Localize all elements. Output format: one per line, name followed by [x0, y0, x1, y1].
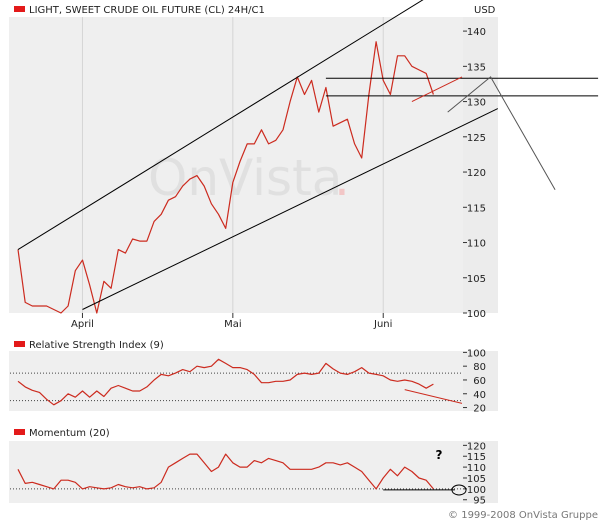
price-ytick-label: 140	[467, 27, 486, 38]
momentum-ytick-label: 115	[467, 452, 486, 463]
rsi-ytick-label: 80	[473, 362, 486, 373]
price-ytick-label: 125	[467, 133, 486, 144]
momentum-ytick-label: 105	[467, 474, 486, 485]
price-series-line	[17, 41, 434, 314]
upper-channel-line	[17, 0, 424, 251]
main-axis-strip	[463, 17, 498, 313]
month-tick-label: April	[71, 319, 94, 330]
momentum-ytick-label: 110	[467, 463, 486, 474]
momentum-series-line	[17, 453, 434, 490]
rsi-ytick-label: 40	[473, 390, 486, 401]
momentum-title: Momentum (20)	[29, 428, 110, 439]
projection-line	[447, 76, 556, 190]
price-ytick-label: 110	[467, 239, 486, 250]
rsi-trend-line	[404, 389, 463, 404]
main-panel	[9, 17, 463, 313]
momentum-ytick-label: 120	[467, 441, 486, 452]
lower-channel-line	[82, 108, 499, 310]
rsi-series-line	[17, 358, 434, 406]
rsi-ytick-label: 60	[473, 376, 486, 387]
momentum-circle-marker	[451, 484, 467, 496]
watermark-dot: .	[334, 149, 350, 207]
rsi-ytick-label: 100	[467, 348, 486, 359]
price-ytick-label: 115	[467, 203, 486, 214]
price-trend-line	[411, 76, 463, 103]
price-ytick-label: 120	[467, 168, 486, 179]
price-ytick-label: 135	[467, 62, 486, 73]
rsi-title: Relative Strength Index (9)	[29, 340, 164, 351]
rsi-ytick-label: 20	[473, 404, 486, 415]
price-unit: USD	[474, 5, 496, 16]
legend-swatch-price	[14, 6, 25, 12]
price-ytick-label: 130	[467, 98, 486, 109]
momentum-axis-strip	[463, 441, 498, 503]
month-tick-label: Juni	[373, 319, 392, 330]
momentum-question-mark: ?	[436, 448, 443, 462]
month-tick-label: Mai	[224, 319, 242, 330]
momentum-panel	[9, 441, 463, 503]
momentum-ytick-label: 95	[473, 496, 486, 507]
momentum-ytick-label: 100	[467, 485, 486, 496]
footer-copyright: © 1999-2008 OnVista Gruppe	[448, 510, 598, 521]
legend-swatch-rsi	[14, 341, 25, 347]
rsi-axis-strip	[463, 351, 498, 411]
price-ytick-label: 105	[467, 274, 486, 285]
price-title: LIGHT, SWEET CRUDE OIL FUTURE (CL) 24H/C…	[29, 5, 265, 16]
price-ytick-label: 100	[467, 309, 486, 320]
watermark: OnVista	[148, 149, 342, 207]
legend-swatch-momentum	[14, 429, 25, 435]
